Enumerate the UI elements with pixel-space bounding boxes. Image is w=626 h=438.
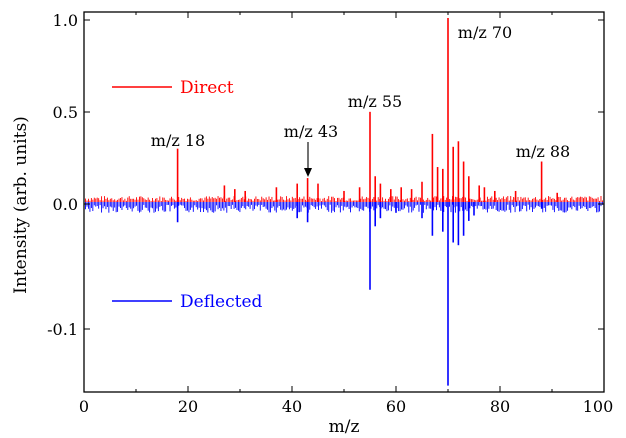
annotation-arrow-head: [304, 168, 312, 177]
legend-label-direct: Direct: [180, 78, 234, 98]
y-tick-label: -0.1: [47, 320, 78, 339]
annotation-mz55: m/z 55: [348, 92, 402, 111]
y-tick-label: 0.5: [53, 103, 78, 122]
baseline-noise: [85, 195, 605, 213]
annotation-mz43: m/z 43: [284, 122, 338, 141]
peak-lines: [176, 18, 559, 386]
y-tick-label: 0.0: [53, 195, 78, 214]
x-axis-title: m/z: [329, 417, 360, 437]
annotation-mz88: m/z 88: [516, 142, 570, 161]
annotation-mz70: m/z 70: [458, 23, 512, 42]
x-tick-label: 40: [282, 397, 302, 416]
axis-ticks: [83, 12, 605, 392]
x-tick-label: 20: [178, 397, 198, 416]
x-tick-label: 80: [490, 397, 510, 416]
legend-label-deflected: Deflected: [180, 292, 263, 312]
annotation-mz18: m/z 18: [151, 131, 205, 150]
x-tick-label: 100: [583, 397, 614, 416]
x-tick-label: 0: [79, 397, 89, 416]
y-axis-title: Intensity (arb. units): [11, 116, 31, 294]
y-tick-label: 1.0: [53, 11, 78, 30]
x-tick-label: 60: [386, 397, 406, 416]
